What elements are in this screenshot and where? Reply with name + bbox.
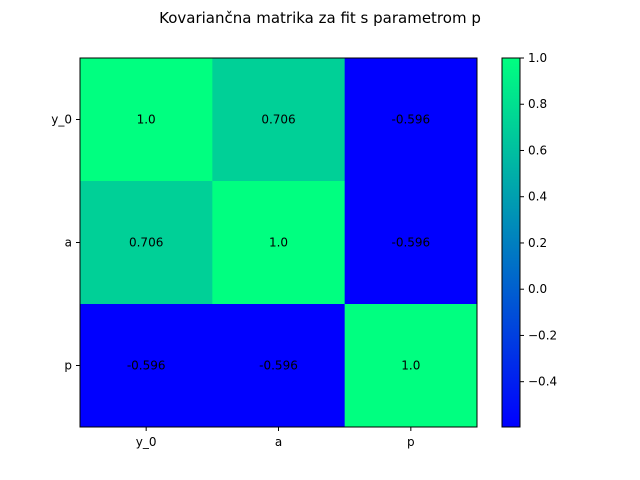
chart-title: Kovariančna matrika za fit s parametrom …: [159, 9, 481, 27]
colorbar-tick-label: 0.8: [528, 97, 547, 111]
colorbar-tick-label: 1.0: [528, 51, 547, 65]
x-tick-label: p: [407, 435, 415, 449]
colorbar-ticks: 1.0 0.8 0.6 0.4 0.2 0.0 −0.2 −0.4: [520, 51, 557, 389]
heatmap-cell: [80, 304, 213, 428]
cell-value-label: -0.596: [127, 359, 166, 373]
y-tick-label: y_0: [51, 113, 72, 127]
x-axis: y_0 a p: [136, 427, 415, 449]
heatmap-cell-labels: 1.0 0.706 -0.596 0.706 1.0 -0.596 -0.596 -0.596…: [127, 113, 430, 373]
colorbar-tick-label: −0.4: [528, 375, 557, 389]
heatmap-cell: [344, 181, 478, 305]
cell-value-label: 1.0: [137, 113, 156, 127]
cell-value-label: 1.0: [269, 236, 288, 250]
cell-value-label: -0.596: [391, 113, 430, 127]
heatmap-cell: [344, 58, 478, 182]
heatmap-cell: [212, 181, 346, 305]
cell-value-label: -0.596: [391, 236, 430, 250]
colorbar-tick-label: 0.0: [528, 282, 547, 296]
colorbar-tick-label: −0.2: [528, 328, 557, 342]
heatmap-cell: [80, 181, 213, 305]
colorbar-tick-label: 0.2: [528, 236, 547, 250]
colorbar-tick-label: 0.4: [528, 190, 547, 204]
x-tick-label: a: [275, 435, 282, 449]
heatmap-frame: [79, 57, 478, 428]
cell-value-label: -0.596: [259, 359, 298, 373]
cell-value-label: 1.0: [401, 359, 420, 373]
colorbar: [501, 57, 521, 428]
cell-value-label: 0.706: [261, 113, 295, 127]
heatmap-cell: [80, 58, 213, 182]
colorbar-tick-label: 0.6: [528, 143, 547, 157]
y-tick-label: p: [64, 359, 72, 373]
cell-value-label: 0.706: [129, 236, 163, 250]
heatmap-grid: [80, 58, 478, 428]
x-tick-label: y_0: [136, 435, 157, 449]
y-axis: y_0a p: [51, 113, 80, 373]
heatmap-cell: [344, 304, 478, 428]
y-tick-label: a: [65, 236, 72, 250]
heatmap-cell: [212, 304, 346, 428]
heatmap-cell: [212, 58, 346, 182]
